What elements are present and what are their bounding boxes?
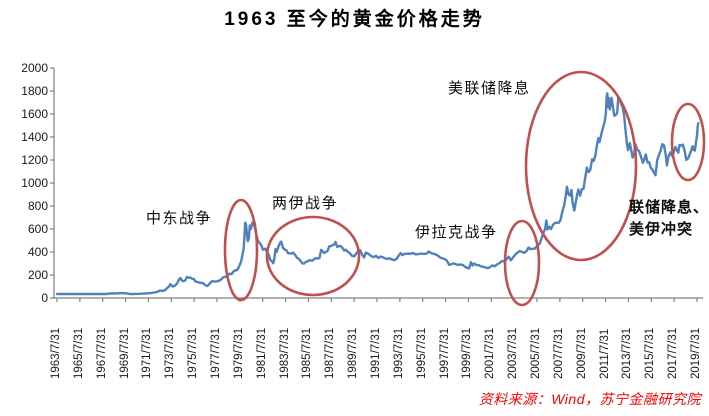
- x-axis-label: 2009/7/31: [575, 327, 588, 379]
- x-axis-label: 1983/7/31: [278, 327, 291, 379]
- y-axis-label: 600: [27, 222, 48, 236]
- event-annotation: 中东战争: [146, 210, 213, 227]
- x-axis-label: 1971/7/31: [141, 327, 154, 379]
- highlight-ellipse: [223, 198, 259, 302]
- y-axis-label: 1800: [21, 84, 48, 98]
- chart-title: 1963 至今的黄金价格走势: [224, 9, 485, 30]
- x-axis-label: 1997/7/31: [438, 327, 451, 379]
- x-axis-label: 1981/7/31: [255, 327, 268, 379]
- x-axis-label: 1995/7/31: [415, 327, 428, 379]
- x-axis-label: 2017/7/31: [667, 327, 680, 379]
- x-axis-label: 1979/7/31: [232, 327, 245, 379]
- highlight-ellipse: [265, 215, 361, 297]
- y-axis-label: 400: [27, 245, 48, 259]
- event-annotation: 美联储降息: [448, 80, 531, 97]
- y-axis-label: 2000: [21, 61, 48, 75]
- y-axis-label: 1600: [21, 107, 48, 121]
- x-axis-label: 1967/7/31: [95, 327, 108, 379]
- x-axis-label: 1991/7/31: [369, 327, 382, 379]
- x-axis-label: 1989/7/31: [347, 327, 360, 379]
- x-axis-label: 1985/7/31: [301, 327, 314, 379]
- y-axis-label: 0: [41, 291, 48, 305]
- x-axis-label: 1975/7/31: [187, 327, 200, 379]
- x-axis-label: 2019/7/31: [689, 327, 702, 379]
- x-axis-label: 1993/7/31: [392, 327, 405, 379]
- x-axis-label: 2003/7/31: [507, 327, 520, 379]
- event-annotation: 联储降息、: [629, 199, 709, 216]
- highlight-ellipse: [524, 70, 638, 262]
- x-axis-label: 1965/7/31: [72, 327, 85, 379]
- x-axis-label: 2015/7/31: [644, 327, 657, 379]
- event-annotation: 伊拉克战争: [415, 224, 498, 241]
- x-axis-label: 1963/7/31: [50, 327, 62, 379]
- x-axis-label: 1999/7/31: [461, 327, 474, 379]
- y-axis-label: 800: [27, 199, 48, 213]
- x-axis-label: 1973/7/31: [164, 327, 177, 379]
- x-axis-label: 2011/7/31: [598, 328, 611, 379]
- gold-price-line: [55, 92, 700, 296]
- x-axis-label: 2013/7/31: [621, 327, 634, 379]
- x-axis-label: 1977/7/31: [209, 327, 222, 379]
- x-axis-label: 2007/7/31: [552, 327, 565, 379]
- event-annotation: 美伊冲突: [629, 221, 694, 238]
- y-axis-label: 1200: [21, 153, 48, 167]
- highlight-ellipse: [670, 102, 706, 182]
- y-axis-label: 1000: [21, 176, 48, 190]
- x-axis-label: 2001/7/31: [484, 327, 497, 379]
- x-axis-label: 2005/7/31: [529, 327, 542, 379]
- x-axis-label: 1987/7/31: [324, 327, 337, 379]
- event-annotation: 两伊战争: [272, 195, 339, 212]
- y-axis-label: 1400: [21, 130, 48, 144]
- x-axis-label: 1969/7/31: [118, 327, 131, 379]
- y-axis-label: 200: [27, 268, 48, 282]
- highlight-ellipse: [503, 219, 541, 307]
- data-source: 资料来源：Wind，苏宁金融研究院: [478, 391, 701, 407]
